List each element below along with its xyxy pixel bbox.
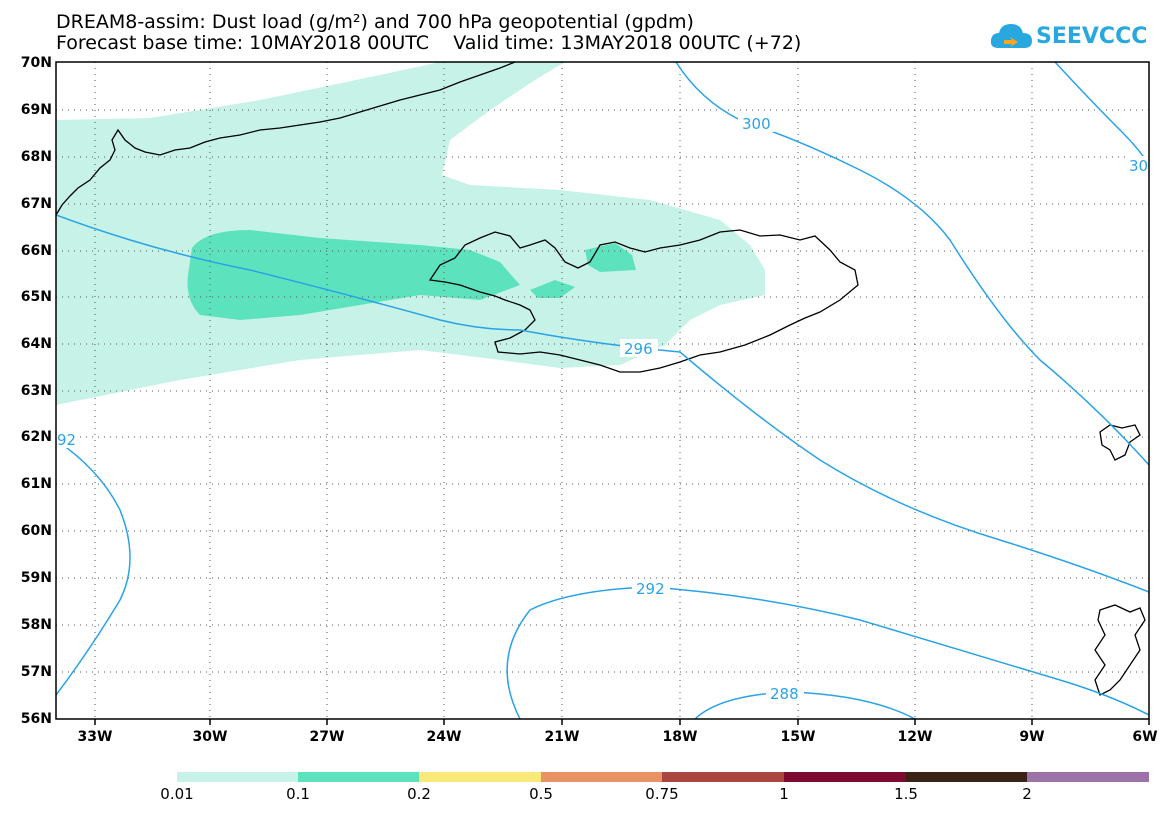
dust-region-mid bbox=[187, 230, 520, 320]
lon-label: 15W bbox=[780, 729, 816, 745]
cloud-icon bbox=[990, 24, 1032, 48]
lon-label: 6W bbox=[1132, 729, 1158, 745]
lon-label: 24W bbox=[426, 729, 462, 745]
lat-label: 68N bbox=[20, 149, 52, 165]
lat-label: 67N bbox=[20, 196, 52, 212]
lat-label: 66N bbox=[20, 243, 52, 259]
map-frame bbox=[55, 61, 1150, 720]
dust-region-mid bbox=[530, 280, 575, 298]
contour-line-296 bbox=[56, 214, 1149, 593]
colorbar-label: 0.1 bbox=[286, 785, 310, 803]
lat-label: 56N bbox=[20, 711, 52, 727]
contour-label-300: 300 bbox=[742, 115, 771, 133]
contour-line-292-west bbox=[56, 439, 131, 696]
lat-label: 61N bbox=[20, 476, 52, 492]
map-title: DREAM8-assim: Dust load (g/m²) and 700 h… bbox=[56, 11, 694, 33]
logo-text: SEEVCCC bbox=[1036, 24, 1148, 49]
lon-label: 12W bbox=[897, 729, 933, 745]
colorbar-label: 1.5 bbox=[894, 785, 918, 803]
contour-line-292 bbox=[506, 586, 1149, 719]
contour-label-296: 296 bbox=[624, 340, 653, 358]
greenland-coast bbox=[56, 62, 516, 216]
colorbar-label: 2 bbox=[1022, 785, 1032, 803]
contour-line-304 bbox=[1054, 62, 1149, 166]
colorbar bbox=[177, 772, 1149, 782]
lon-label: 30W bbox=[192, 729, 228, 745]
dust-region-low bbox=[56, 62, 765, 405]
lon-label: 21W bbox=[544, 729, 580, 745]
seevccc-logo: SEEVCCC bbox=[988, 18, 1148, 58]
lat-label: 58N bbox=[20, 617, 52, 633]
faroe-coast bbox=[1099, 424, 1141, 461]
colorbar-label: 1 bbox=[779, 785, 789, 803]
lon-label: 9W bbox=[1019, 729, 1045, 745]
colorbar-label: 0.5 bbox=[529, 785, 553, 803]
contour-label-292: 292 bbox=[636, 580, 665, 598]
lat-label: 62N bbox=[20, 429, 52, 445]
contour-line-288 bbox=[694, 691, 916, 719]
contour-label-292-west: 92 bbox=[57, 431, 76, 449]
lon-label: 18W bbox=[662, 729, 698, 745]
lon-label: 33W bbox=[77, 729, 113, 745]
lat-label: 65N bbox=[20, 289, 52, 305]
lon-label: 27W bbox=[309, 729, 345, 745]
scotland-coast bbox=[1094, 604, 1146, 696]
colorbar-label: 0.2 bbox=[407, 785, 431, 803]
contour-label-288: 288 bbox=[770, 685, 799, 703]
map-subtitle: Forecast base time: 10MAY2018 00UTC Vali… bbox=[56, 32, 802, 54]
lat-label: 64N bbox=[20, 336, 52, 352]
dust-region-mid bbox=[585, 243, 636, 272]
lat-label: 60N bbox=[20, 523, 52, 539]
colorbar-label: 0.01 bbox=[160, 785, 194, 803]
lat-label: 59N bbox=[20, 570, 52, 586]
iceland-coast bbox=[428, 229, 859, 373]
lat-label: 70N bbox=[20, 55, 52, 71]
lat-label: 69N bbox=[20, 102, 52, 118]
colorbar-label: 0.75 bbox=[645, 785, 679, 803]
contour-label-304: 30 bbox=[1129, 157, 1148, 175]
lat-label: 57N bbox=[20, 664, 52, 680]
lat-label: 63N bbox=[20, 383, 52, 399]
